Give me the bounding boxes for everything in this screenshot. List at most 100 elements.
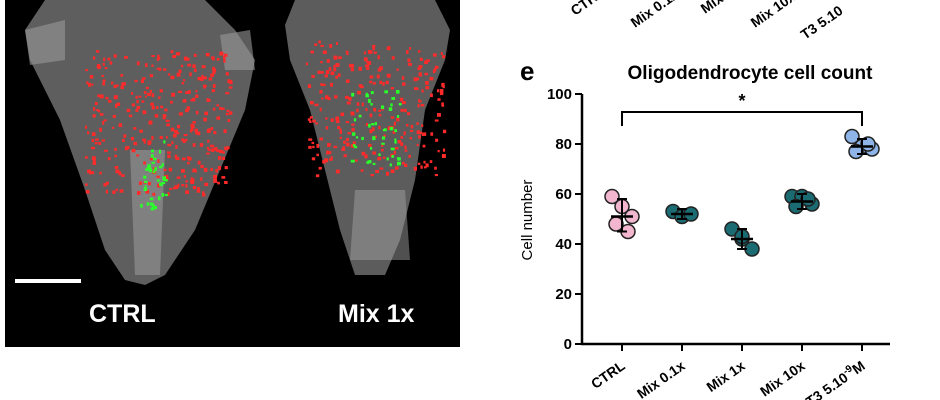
red-cell — [195, 110, 199, 115]
red-cell — [418, 65, 423, 68]
red-cell — [320, 90, 323, 94]
red-cell — [206, 98, 211, 102]
red-cell — [178, 112, 182, 116]
red-cell — [372, 46, 375, 51]
red-cell — [121, 174, 125, 177]
red-cell — [328, 151, 332, 155]
red-cell — [174, 185, 178, 190]
red-cell — [410, 124, 414, 129]
red-cell — [148, 120, 153, 125]
red-cell — [390, 116, 395, 119]
red-cell — [138, 181, 143, 185]
red-cell — [212, 84, 216, 88]
green-cell — [161, 163, 164, 167]
red-cell — [177, 124, 180, 129]
red-cell — [419, 73, 422, 77]
red-cell — [115, 188, 118, 192]
red-cell — [223, 58, 226, 61]
red-cell — [400, 142, 404, 147]
red-cell — [142, 77, 146, 80]
red-cell — [99, 171, 102, 175]
red-cell — [93, 159, 96, 163]
red-cell — [335, 75, 338, 79]
red-cell — [425, 86, 430, 90]
red-cell — [330, 156, 333, 160]
green-cell — [147, 164, 151, 167]
red-cell — [392, 131, 396, 134]
red-cell — [393, 150, 396, 155]
red-cell — [89, 75, 94, 79]
red-cell — [123, 82, 126, 86]
red-cell — [324, 74, 328, 78]
red-cell — [92, 161, 96, 165]
red-cell — [206, 152, 210, 155]
significance-line — [621, 111, 863, 126]
green-cell — [354, 145, 358, 149]
green-cell-markers — [140, 90, 402, 211]
red-cell — [343, 140, 346, 144]
red-cell — [336, 42, 339, 45]
red-cell — [168, 167, 172, 172]
red-cell — [208, 77, 213, 81]
red-cell — [212, 70, 216, 75]
red-cell — [345, 79, 350, 83]
green-cell — [367, 160, 372, 164]
red-cell — [409, 47, 411, 50]
red-cell — [173, 133, 177, 138]
red-cell — [418, 135, 421, 139]
red-cell — [149, 90, 152, 93]
red-cell — [350, 144, 355, 148]
red-cell — [171, 92, 175, 97]
x-tick-label: Mix 10x — [757, 357, 808, 399]
red-cell — [102, 79, 106, 82]
green-cell — [149, 202, 154, 206]
red-cell — [104, 149, 108, 152]
red-cell — [435, 138, 439, 142]
red-cell — [145, 63, 148, 67]
red-cell — [216, 104, 220, 107]
red-cell — [309, 116, 313, 119]
red-cell — [144, 95, 147, 98]
red-cell — [207, 148, 211, 151]
red-cell — [165, 119, 170, 122]
red-cell — [164, 174, 169, 179]
red-cell — [424, 72, 429, 76]
red-cell — [418, 99, 421, 103]
red-cell — [158, 67, 162, 71]
red-cell — [195, 89, 198, 93]
red-cell — [407, 112, 411, 116]
green-cell — [157, 196, 161, 201]
red-cell — [391, 56, 395, 60]
red-cell — [219, 107, 222, 110]
green-cell — [381, 105, 385, 109]
red-cell — [99, 127, 102, 132]
red-cell — [373, 107, 377, 112]
red-cell — [151, 55, 155, 58]
red-cell — [218, 149, 223, 153]
red-cell — [340, 112, 344, 117]
red-cell — [339, 128, 342, 131]
red-cell — [434, 166, 437, 170]
ctrl-label: CTRL — [89, 300, 156, 328]
red-cell — [114, 154, 117, 158]
significance-bracket: * — [621, 91, 863, 126]
red-cell — [160, 105, 164, 109]
red-cell — [97, 109, 101, 113]
green-cell — [386, 157, 389, 161]
red-cell — [314, 103, 319, 107]
red-cell — [95, 138, 99, 141]
red-cell — [401, 76, 405, 80]
green-cell — [145, 168, 149, 171]
red-cell — [347, 132, 352, 135]
red-cell — [122, 139, 125, 142]
red-cell — [199, 143, 204, 147]
green-cell — [154, 167, 157, 171]
red-cell — [181, 184, 185, 187]
green-cell — [370, 147, 373, 150]
green-cell — [358, 114, 362, 118]
red-cell — [368, 50, 373, 54]
red-cell — [425, 163, 429, 168]
red-cell — [151, 136, 154, 140]
red-cell — [330, 118, 334, 122]
red-cell — [417, 162, 421, 165]
